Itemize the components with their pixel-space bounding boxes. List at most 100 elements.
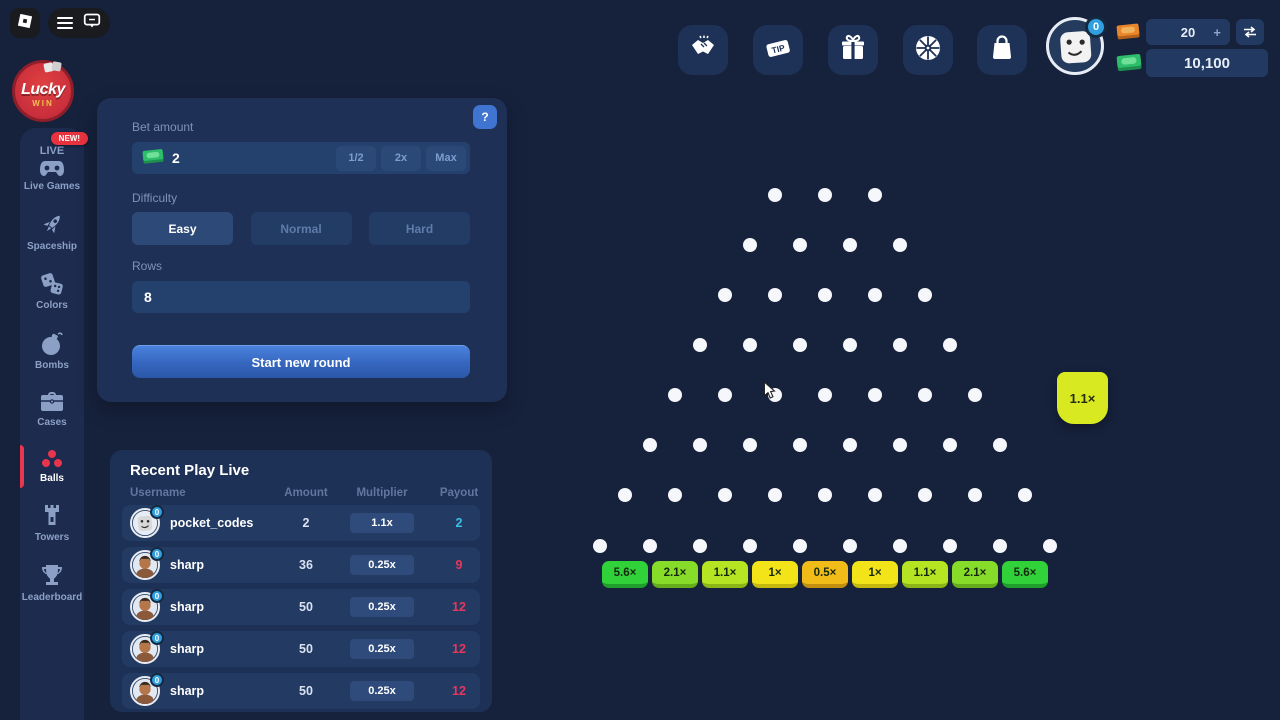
start-new-round-button[interactable]: Start new round <box>132 345 470 378</box>
sidebar-item-balls[interactable]: Balls <box>20 439 84 495</box>
peg <box>868 388 882 402</box>
swap-currency-button[interactable] <box>1236 19 1264 45</box>
peg <box>943 438 957 452</box>
handshake-icon <box>688 35 718 66</box>
sidebar-item-label: Spaceship <box>26 240 78 252</box>
player-username: sharp <box>170 642 205 656</box>
player-username: sharp <box>170 558 205 572</box>
difficulty-easy-button[interactable]: Easy <box>132 212 233 245</box>
play-amount: 50 <box>299 684 313 698</box>
rows-input[interactable]: 8 <box>132 281 470 313</box>
play-multiplier-badge: 0.25x <box>350 639 414 659</box>
cash-balance: 10,100 <box>1184 54 1230 72</box>
player-level-badge: 0 <box>150 673 164 687</box>
cash-balance-pill[interactable]: 10,100 <box>1146 49 1268 77</box>
bet-quick-2x-button[interactable]: 2x <box>381 145 421 171</box>
peg <box>943 338 957 352</box>
sidebar-item-live-games[interactable]: NEW! LIVE Live Games <box>20 132 88 203</box>
peg <box>743 238 757 252</box>
multiplier-bucket: 1.1× <box>902 561 948 588</box>
user-avatar[interactable]: 0 <box>1046 16 1107 75</box>
robux-currency-icon <box>1116 21 1140 45</box>
peg <box>768 488 782 502</box>
sidebar-item-label: Towers <box>34 532 70 543</box>
play-multiplier-badge: 0.25x <box>350 555 414 575</box>
peg <box>768 288 782 302</box>
help-button[interactable]: ? <box>473 105 497 129</box>
peg <box>593 539 607 553</box>
peg <box>718 388 732 402</box>
add-funds-button[interactable]: + <box>1213 24 1221 40</box>
roblox-app-button[interactable] <box>10 8 40 38</box>
sidebar-item-cases[interactable]: Cases <box>20 381 84 439</box>
difficulty-label: Difficulty <box>132 191 178 205</box>
sidebar-item-spaceship[interactable]: Spaceship <box>20 203 84 263</box>
peg <box>793 338 807 352</box>
sidebar-item-leaderboard[interactable]: Leaderboard <box>20 554 84 614</box>
peg <box>793 238 807 252</box>
avatar-level-badge: 0 <box>1085 16 1107 38</box>
bomb-icon <box>40 331 64 357</box>
player-level-badge: 0 <box>150 547 164 561</box>
peg <box>843 338 857 352</box>
sidebar: NEW! LIVE Live Games Spaceship Colors Bombs Ca… <box>20 128 88 720</box>
peg <box>768 188 782 202</box>
play-payout: 12 <box>452 684 466 698</box>
player-username: pocket_codes <box>170 516 254 530</box>
last-result-badge: 1.1× <box>1057 372 1108 424</box>
play-multiplier-badge: 0.25x <box>350 681 414 701</box>
peg <box>693 539 707 553</box>
trophy-icon <box>39 563 65 589</box>
peg <box>793 438 807 452</box>
peg <box>968 488 982 502</box>
sidebar-item-towers[interactable]: Towers <box>20 494 84 554</box>
menu-icon[interactable] <box>57 17 74 29</box>
peg <box>868 488 882 502</box>
sidebar-item-bombs[interactable]: Bombs <box>20 322 84 382</box>
col-payout: Payout <box>439 487 479 499</box>
chat-icon[interactable] <box>83 13 101 34</box>
shop-button[interactable] <box>977 25 1027 75</box>
tip-button[interactable]: TIP <box>753 25 803 75</box>
recent-play-title: Recent Play Live <box>130 462 250 479</box>
peg <box>918 388 932 402</box>
lucky-win-logo[interactable]: Lucky WIN <box>12 60 74 122</box>
multiplier-bucket: 2.1× <box>652 561 698 588</box>
referral-button[interactable] <box>678 25 728 75</box>
peg <box>968 388 982 402</box>
bet-panel: ? Bet amount 2 1/2 2x Max Difficulty Easy N… <box>97 98 507 402</box>
play-multiplier-badge: 0.25x <box>350 597 414 617</box>
multiplier-bucket: 1× <box>752 561 798 588</box>
player-username: sharp <box>170 600 205 614</box>
difficulty-normal-button[interactable]: Normal <box>250 212 352 245</box>
player-level-badge: 0 <box>150 631 164 645</box>
cash-icon <box>142 147 164 169</box>
rewards-button[interactable] <box>828 25 878 75</box>
peg <box>843 238 857 252</box>
multiplier-bucket: 2.1× <box>952 561 998 588</box>
play-payout: 2 <box>455 516 463 530</box>
difficulty-hard-button[interactable]: Hard <box>369 212 470 245</box>
sidebar-item-colors[interactable]: Colors <box>20 262 84 322</box>
peg <box>793 539 807 553</box>
sidebar-overline: LIVE <box>39 145 65 157</box>
recent-play-row: 0 pocket_codes 2 1.1x 2 <box>122 505 480 541</box>
peg <box>668 388 682 402</box>
wheel-icon <box>914 34 942 67</box>
bet-amount-input[interactable]: 2 1/2 2x Max <box>132 142 470 174</box>
peg <box>868 288 882 302</box>
peg <box>668 488 682 502</box>
briefcase-icon <box>39 390 65 414</box>
wheel-button[interactable] <box>903 25 953 75</box>
player-username: sharp <box>170 684 205 698</box>
robux-balance-pill[interactable]: 20 + <box>1146 19 1230 45</box>
play-payout: 12 <box>452 642 466 656</box>
peg <box>893 238 907 252</box>
bet-quick-12-button[interactable]: 1/2 <box>336 145 376 171</box>
mouse-cursor <box>763 380 777 405</box>
peg <box>718 488 732 502</box>
play-amount: 50 <box>299 642 313 656</box>
peg <box>743 539 757 553</box>
bet-quick-max-button[interactable]: Max <box>426 145 466 171</box>
peg <box>918 288 932 302</box>
